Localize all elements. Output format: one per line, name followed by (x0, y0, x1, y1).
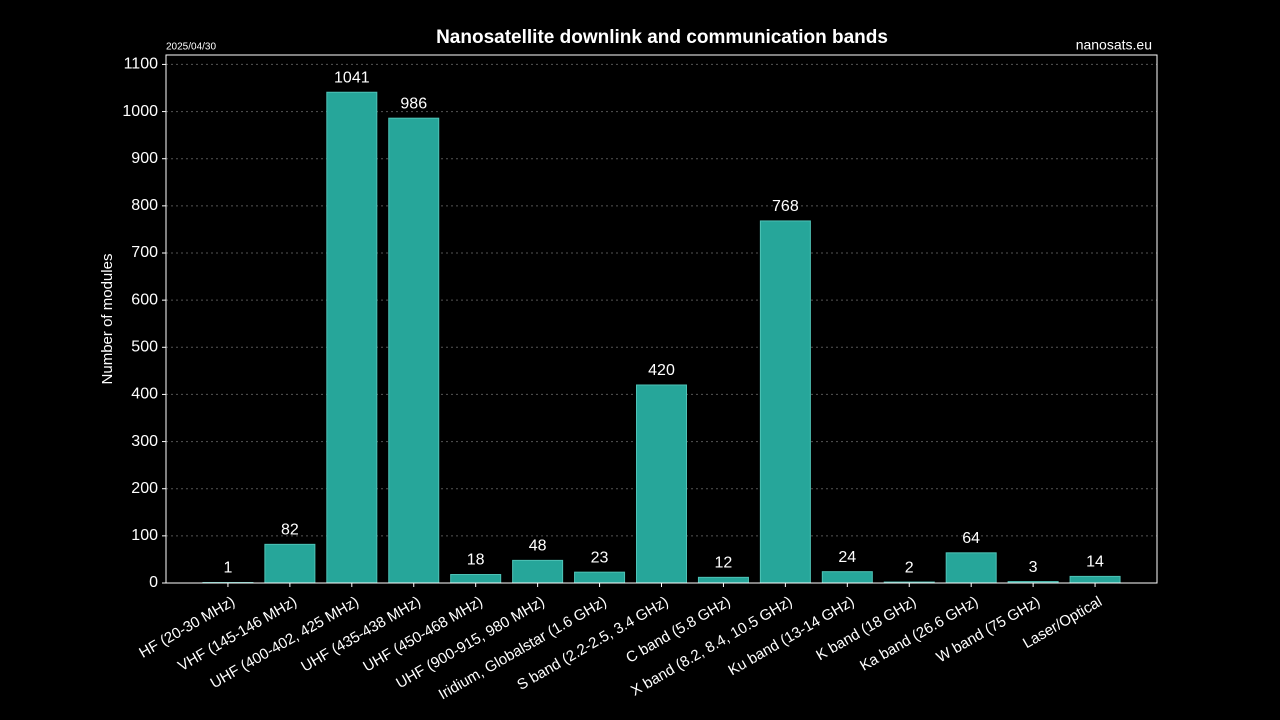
bar (759, 220, 811, 584)
y-tick-label: 900 (131, 150, 158, 167)
y-tick-label: 1100 (124, 56, 159, 73)
y-tick-label: 400 (131, 386, 158, 403)
x-tick-label: W band (75 GHz) (934, 593, 1044, 666)
bar (697, 576, 749, 584)
data-label: 14 (1086, 554, 1104, 571)
bar (388, 117, 440, 584)
bar (264, 543, 316, 584)
y-tick-label: 500 (131, 339, 158, 356)
date: 2025/04/30 (166, 42, 216, 53)
bar (821, 571, 873, 584)
data-label: 82 (281, 522, 299, 539)
data-label: 1 (223, 560, 232, 577)
y-tick-label: 800 (131, 197, 158, 214)
y-tick-label: 600 (131, 291, 158, 308)
data-label: 23 (591, 549, 609, 566)
bar (636, 384, 687, 584)
bar (574, 571, 626, 584)
chart-title: Nanosatellite downlink and communication… (436, 27, 888, 48)
plot-frame (165, 54, 1158, 584)
bar (945, 552, 997, 584)
data-label: 24 (838, 549, 856, 566)
bar (512, 559, 564, 584)
y-tick-label: 300 (131, 433, 158, 450)
data-label: 3 (1029, 559, 1038, 576)
y-tick-label: 700 (131, 244, 158, 261)
y-tick-label: 100 (131, 527, 158, 544)
bar (450, 574, 502, 584)
data-label: 18 (467, 552, 485, 569)
y-tick-label: 0 (149, 574, 158, 591)
bar (1069, 575, 1121, 584)
y-tick-label: 200 (131, 480, 158, 497)
data-label: 2 (905, 559, 914, 576)
data-label: 48 (529, 538, 547, 555)
y-axis-label: Number of modules (99, 254, 116, 385)
data-label: 420 (648, 362, 675, 379)
source: nanosats.eu (1076, 37, 1152, 53)
y-tick-label: 1000 (122, 103, 158, 120)
data-label: 986 (400, 95, 427, 112)
data-label: 768 (772, 198, 799, 215)
bar (326, 91, 378, 584)
data-label: 12 (715, 555, 733, 572)
data-label: 1041 (334, 69, 370, 86)
data-label: 64 (962, 530, 980, 547)
